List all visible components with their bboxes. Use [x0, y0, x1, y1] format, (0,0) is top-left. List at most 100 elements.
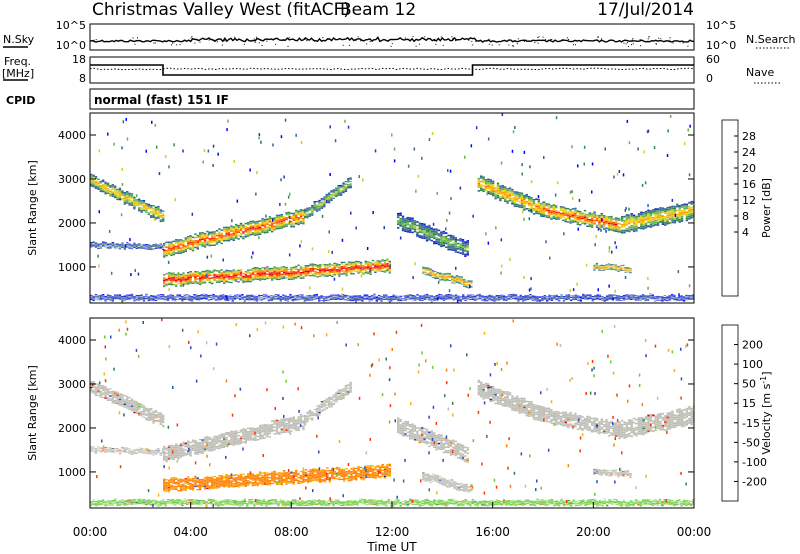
heatmap-cell	[297, 212, 300, 214]
heatmap-cell	[97, 244, 100, 245]
heatmap-cell	[571, 221, 575, 223]
noise-dot	[523, 40, 525, 42]
heatmap-cell	[126, 295, 129, 297]
heatmap-cell	[167, 249, 171, 252]
heatmap-cell	[474, 299, 477, 300]
heatmap-cell	[558, 296, 561, 297]
heatmap-cell	[109, 248, 112, 249]
heatmap-cell	[668, 212, 672, 214]
heatmap-cell	[280, 273, 283, 275]
heatmap-cell	[273, 225, 276, 228]
heatmap-cell	[200, 297, 203, 299]
heatmap-cell	[223, 271, 226, 273]
heatmap-cell	[308, 209, 312, 211]
heatmap-cell	[128, 244, 131, 246]
heatmap-cell	[109, 297, 112, 298]
heatmap-cell	[435, 298, 438, 299]
heatmap-cell	[94, 247, 98, 248]
heatmap-cell	[376, 263, 379, 265]
heatmap-cell	[104, 298, 107, 299]
heatmap-cell	[295, 223, 298, 225]
heatmap-cell	[225, 272, 228, 274]
heatmap-cell	[562, 297, 566, 299]
heatmap-cell	[625, 227, 629, 230]
heatmap-cell	[304, 266, 307, 268]
heatmap-cell	[104, 243, 107, 245]
heatmap-cell	[163, 279, 166, 282]
heatmap-cell	[295, 267, 298, 269]
heatmap-cell	[345, 269, 348, 271]
noise-dot	[639, 39, 641, 41]
heatmap-cell	[191, 275, 195, 277]
heatmap-cell	[511, 201, 514, 203]
heatmap-cell	[358, 299, 362, 300]
heatmap-cell	[489, 189, 492, 192]
heatmap-cell	[203, 242, 207, 245]
heatmap-cell	[369, 262, 372, 264]
heatmap-cell	[452, 296, 455, 298]
heatmap-cell	[272, 295, 275, 297]
heatmap-cell	[517, 300, 520, 302]
heatmap-cell	[330, 191, 333, 193]
heatmap-cell	[157, 246, 160, 248]
heatmap-cell	[171, 297, 174, 298]
heatmap-cell	[111, 244, 114, 245]
heatmap-cell	[601, 300, 604, 301]
heatmap-cell	[614, 266, 618, 267]
heatmap-cell	[307, 273, 310, 275]
heatmap-cell	[392, 298, 395, 299]
heatmap-cell	[524, 295, 527, 296]
heatmap-cell	[187, 237, 190, 240]
heatmap-cell	[254, 275, 257, 277]
heatmap-cell	[440, 297, 443, 298]
heatmap-cell	[541, 299, 544, 301]
heatmap-cell	[191, 246, 195, 248]
heatmap-cell	[470, 285, 473, 287]
heatmap-cell	[630, 220, 633, 223]
heatmap-cell	[356, 297, 359, 299]
heatmap-cell	[496, 184, 500, 186]
heatmap-cell	[280, 267, 283, 270]
heatmap-cell	[321, 270, 324, 272]
heatmap-cell	[562, 213, 565, 215]
heatmap-cell	[605, 221, 608, 223]
heatmap-cell	[208, 271, 211, 274]
heatmap-cell	[443, 280, 447, 282]
heatmap-cell	[154, 244, 158, 246]
heatmap-cell	[449, 240, 453, 242]
heatmap-cell	[194, 236, 197, 239]
heatmap-cell	[290, 222, 293, 225]
heatmap-cell	[239, 224, 243, 226]
heatmap-cell	[271, 224, 274, 226]
heatmap-cell	[116, 194, 119, 196]
heatmap-cell	[659, 219, 662, 221]
noise-dot	[544, 39, 546, 40]
heatmap-cell	[418, 231, 421, 233]
heatmap-cell	[294, 296, 297, 297]
heatmap-cell	[541, 300, 544, 301]
heatmap-cell	[304, 267, 307, 270]
heatmap-cell	[349, 297, 352, 298]
heatmap-cell	[224, 300, 227, 301]
heatmap-cell	[495, 298, 498, 299]
heatmap-cell	[114, 192, 117, 194]
heatmap-cell	[508, 192, 512, 195]
heatmap-cell	[330, 299, 333, 300]
heatmap-cell	[104, 190, 107, 192]
heatmap-cell	[428, 226, 431, 229]
heatmap-cell	[647, 215, 650, 218]
heatmap-cell	[507, 298, 510, 299]
heatmap-cell	[237, 229, 240, 232]
heatmap-cell	[588, 225, 591, 228]
heatmap-cell	[263, 225, 267, 227]
heatmap-cell	[249, 227, 252, 229]
heatmap-cell	[239, 277, 243, 279]
heatmap-cell	[374, 267, 377, 269]
heatmap-cell	[466, 245, 469, 247]
heatmap-cell	[680, 204, 684, 206]
heatmap-cell	[385, 295, 388, 296]
heatmap-cell	[598, 298, 602, 299]
heatmap-cell	[235, 273, 238, 275]
heatmap-cell	[588, 224, 591, 226]
noise-dot	[306, 39, 308, 41]
